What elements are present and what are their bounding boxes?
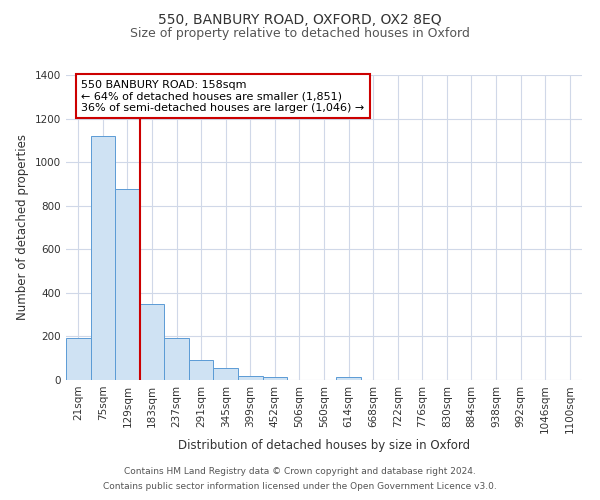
Text: Contains public sector information licensed under the Open Government Licence v3: Contains public sector information licen… — [103, 482, 497, 491]
Text: Size of property relative to detached houses in Oxford: Size of property relative to detached ho… — [130, 28, 470, 40]
Bar — [238, 376, 263, 380]
X-axis label: Distribution of detached houses by size in Oxford: Distribution of detached houses by size … — [178, 439, 470, 452]
Bar — [164, 338, 189, 380]
Y-axis label: Number of detached properties: Number of detached properties — [16, 134, 29, 320]
Bar — [189, 360, 214, 380]
Bar — [140, 304, 164, 380]
Text: 550, BANBURY ROAD, OXFORD, OX2 8EQ: 550, BANBURY ROAD, OXFORD, OX2 8EQ — [158, 12, 442, 26]
Bar — [66, 338, 91, 380]
Bar — [91, 136, 115, 380]
Bar — [263, 378, 287, 380]
Text: 550 BANBURY ROAD: 158sqm
← 64% of detached houses are smaller (1,851)
36% of sem: 550 BANBURY ROAD: 158sqm ← 64% of detach… — [82, 80, 365, 113]
Bar — [336, 378, 361, 380]
Bar — [214, 368, 238, 380]
Bar — [115, 190, 140, 380]
Text: Contains HM Land Registry data © Crown copyright and database right 2024.: Contains HM Land Registry data © Crown c… — [124, 467, 476, 476]
